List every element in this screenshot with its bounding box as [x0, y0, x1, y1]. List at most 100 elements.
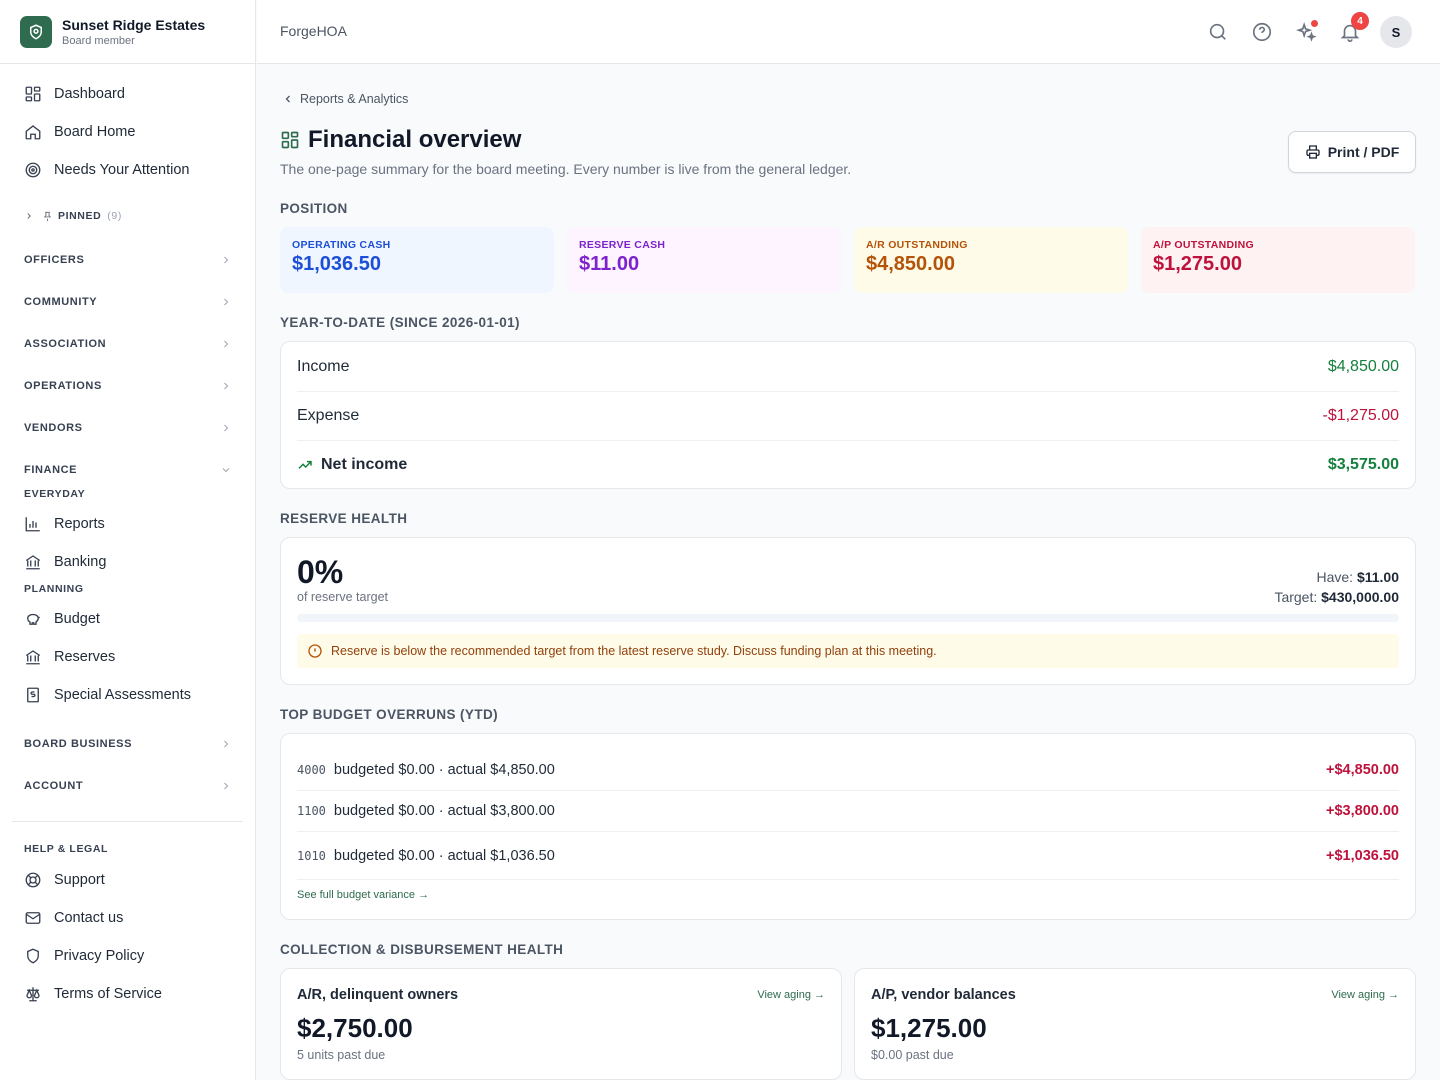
- account-code: 1010: [297, 848, 326, 863]
- overrun-desc: budgeted $0.00 · actual $4,850.00: [333, 762, 555, 778]
- ytd-label: Expense: [297, 407, 360, 424]
- sidebar-item-reserves[interactable]: Reserves: [12, 640, 242, 674]
- target-icon: [25, 162, 41, 178]
- sidebar-item-support[interactable]: Support: [12, 863, 242, 897]
- overrun-desc: budgeted $0.00 · actual $1,036.50: [333, 847, 555, 864]
- kpi-label: A/P OUTSTANDING: [1153, 239, 1254, 251]
- section-label: VENDORS: [24, 422, 83, 434]
- bank-icon: [25, 555, 41, 570]
- reserve-warning: Reserve is below the recommended target …: [297, 634, 1399, 668]
- sidebar-item-budget[interactable]: Budget: [12, 602, 242, 636]
- have-value: $11.00: [1356, 569, 1399, 585]
- account-code: 4000: [297, 763, 326, 777]
- sidebar-item-board-home[interactable]: Board Home: [12, 115, 242, 149]
- chevron-right-icon: [224, 340, 229, 348]
- kpi-ar-outstanding: A/R OUTSTANDING $4,850.00: [854, 227, 1128, 293]
- ar-title: A/R, delinquent owners: [297, 987, 459, 1003]
- ap-vendor-card: A/P, vendor balances View aging → $1,275…: [854, 968, 1416, 1080]
- ytd-row-income: Income $4,850.00: [297, 342, 1399, 391]
- kpi-value: $4,850.00: [866, 253, 955, 275]
- sidebar-item-terms[interactable]: Terms of Service: [12, 977, 242, 1011]
- pinned-label: PINNED: [58, 210, 102, 222]
- reserve-progress-track: [297, 614, 1399, 622]
- kpi-label: A/R OUTSTANDING: [866, 239, 968, 251]
- sidebar-item-dashboard[interactable]: Dashboard: [12, 77, 242, 111]
- scale-icon: [26, 987, 40, 1002]
- ap-sub: $0.00 past due: [871, 1048, 954, 1062]
- section-officers[interactable]: OFFICERS: [24, 250, 232, 270]
- ar-view-aging-link[interactable]: View aging →: [757, 989, 825, 1001]
- section-label: ACCOUNT: [24, 780, 84, 792]
- section-community[interactable]: COMMUNITY: [24, 292, 232, 312]
- overrun-delta: +$1,036.50: [1326, 847, 1399, 864]
- breadcrumb-label: Reports & Analytics: [300, 92, 409, 106]
- sidebar: Sunset Ridge Estates Board member Dashbo…: [0, 0, 256, 1080]
- overrun-delta: +$4,850.00: [1326, 762, 1399, 778]
- sidebar-item-label: Budget: [54, 611, 100, 627]
- ar-sub: 5 units past due: [297, 1048, 386, 1062]
- org-name: Sunset Ridge Estates: [62, 16, 206, 33]
- ap-value: $1,275.00: [871, 1013, 987, 1043]
- org-logo: [20, 15, 52, 48]
- brand-name: ForgeHOA: [280, 23, 347, 39]
- chevron-right-icon: [27, 213, 31, 219]
- sidebar-item-needs-attention[interactable]: Needs Your Attention: [12, 153, 242, 187]
- sidebar-item-privacy[interactable]: Privacy Policy: [12, 939, 242, 973]
- sparkles-icon[interactable]: [1295, 21, 1317, 43]
- target-label: Target:: [1274, 589, 1318, 605]
- search-icon[interactable]: [1207, 21, 1229, 43]
- reserve-card: 0% of reserve target Have: $11.00 Target…: [280, 537, 1416, 685]
- section-association[interactable]: ASSOCIATION: [24, 334, 232, 354]
- ap-view-aging-link[interactable]: View aging →: [1331, 989, 1399, 1001]
- target-value: $430,000.00: [1321, 589, 1399, 605]
- home-icon: [25, 125, 41, 140]
- overrun-desc: budgeted $0.00 · actual $3,800.00: [333, 803, 555, 819]
- page-title-text: Financial overview: [308, 126, 522, 153]
- reserve-percent: 0%: [297, 554, 344, 590]
- overrun-delta: +$3,800.00: [1326, 803, 1399, 819]
- sidebar-item-label: Terms of Service: [54, 986, 162, 1002]
- pin-icon: [43, 211, 52, 221]
- sidebar-item-special-assessments[interactable]: Special Assessments: [12, 678, 242, 712]
- collection-heading: COLLECTION & DISBURSEMENT HEALTH: [280, 942, 564, 957]
- bar-chart-icon: [25, 517, 40, 532]
- dashboard-icon: [281, 131, 299, 149]
- sidebar-item-label: Reports: [54, 516, 105, 532]
- section-board-business[interactable]: BOARD BUSINESS: [24, 734, 232, 754]
- sidebar-item-reports[interactable]: Reports: [12, 507, 242, 541]
- section-help-legal: HELP & LEGAL: [24, 843, 109, 855]
- ytd-value: $4,850.00: [1327, 357, 1399, 375]
- section-finance[interactable]: FINANCE: [24, 460, 232, 480]
- kpi-label: OPERATING CASH: [292, 239, 391, 251]
- org-switcher[interactable]: Sunset Ridge Estates Board member: [0, 0, 255, 64]
- sidebar-item-label: Privacy Policy: [54, 948, 145, 964]
- have-label: Have:: [1316, 569, 1354, 585]
- reserve-percent-label: of reserve target: [297, 590, 389, 604]
- print-pdf-button[interactable]: Print / PDF: [1288, 131, 1416, 173]
- avatar[interactable]: S: [1380, 16, 1412, 48]
- sidebar-item-label: Support: [54, 872, 105, 888]
- ar-value: $2,750.00: [297, 1013, 413, 1043]
- kpi-ap-outstanding: A/P OUTSTANDING $1,275.00: [1141, 227, 1415, 293]
- chevron-right-icon: [224, 256, 229, 264]
- section-label: OFFICERS: [24, 254, 85, 266]
- section-vendors[interactable]: VENDORS: [24, 418, 232, 438]
- section-account[interactable]: ACCOUNT: [24, 776, 232, 796]
- breadcrumb[interactable]: Reports & Analytics: [282, 92, 408, 106]
- ytd-heading: YEAR-TO-DATE (SINCE 2026-01-01): [280, 315, 520, 330]
- lifebuoy-icon: [25, 872, 41, 888]
- sidebar-item-contact[interactable]: Contact us: [12, 901, 242, 935]
- section-label: BOARD BUSINESS: [24, 738, 133, 750]
- kpi-reserve-cash: RESERVE CASH $11.00: [567, 227, 841, 293]
- sidebar-item-label: Reserves: [54, 649, 116, 665]
- section-label: COMMUNITY: [24, 296, 98, 308]
- page-title: Financial overview: [280, 126, 521, 154]
- sidebar-item-banking[interactable]: Banking: [12, 545, 242, 579]
- budget-variance-link[interactable]: See full budget variance →: [297, 889, 430, 901]
- section-operations[interactable]: OPERATIONS: [24, 376, 232, 396]
- pinned-toggle[interactable]: PINNED (9): [24, 206, 122, 226]
- trending-up-icon: [298, 460, 312, 469]
- help-icon[interactable]: [1251, 21, 1273, 43]
- finance-group-everyday: EVERYDAY: [24, 488, 86, 500]
- sidebar-divider: [12, 821, 243, 822]
